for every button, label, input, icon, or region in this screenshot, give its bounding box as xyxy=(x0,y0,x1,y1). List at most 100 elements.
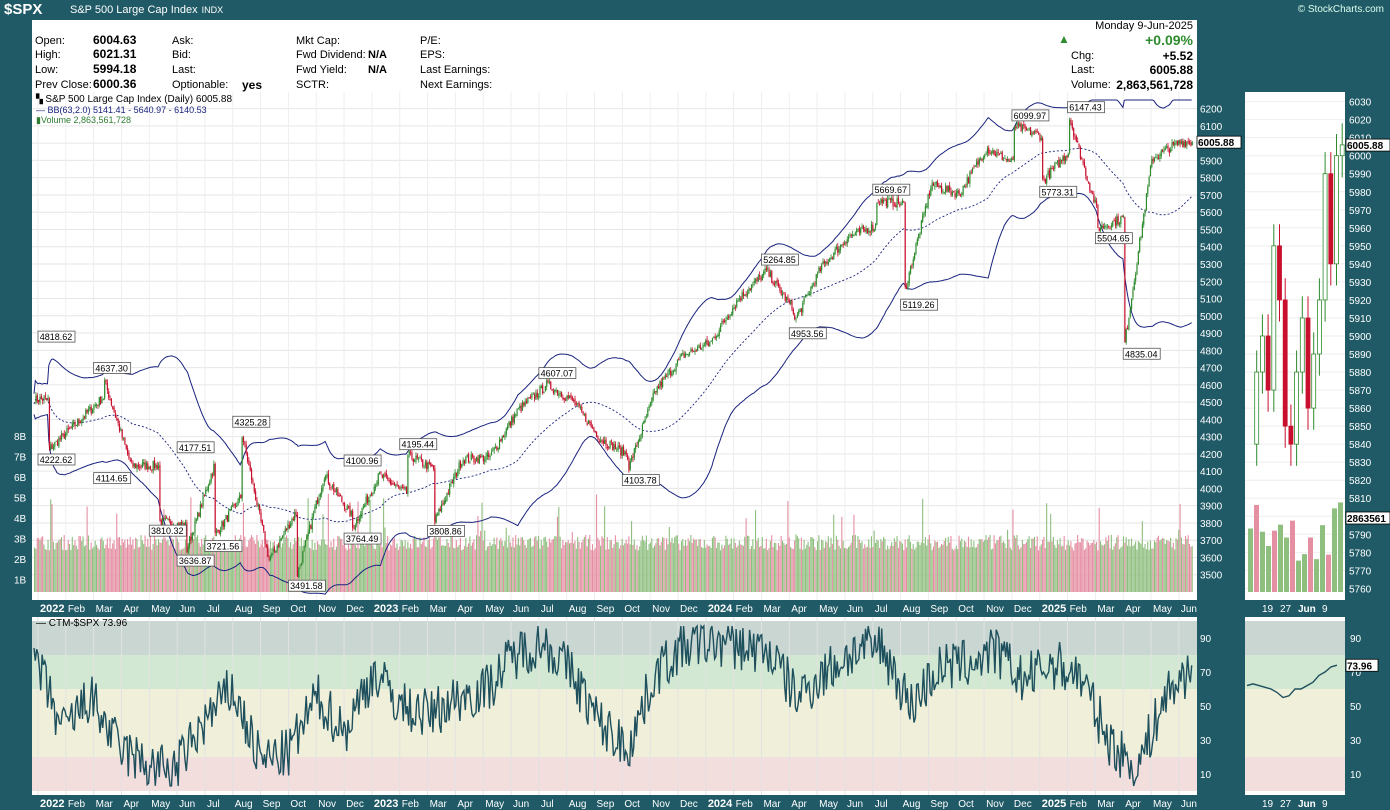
candle-body xyxy=(122,438,125,440)
volume-tick-label: 6B xyxy=(14,473,27,484)
candle-body xyxy=(87,409,90,412)
candle-body xyxy=(562,397,564,399)
candle-body xyxy=(664,374,666,378)
volume-bar xyxy=(740,544,742,592)
fwd-dividend-value: N/A xyxy=(368,49,387,61)
volume-bar xyxy=(269,541,271,592)
volume-bar xyxy=(857,535,859,592)
candle-body xyxy=(1052,167,1055,169)
price-panel[interactable]: 4818.62 4222.62 4114.65 4637.30 4177.51 3810.… xyxy=(32,92,1197,600)
candle-body xyxy=(760,277,762,281)
candle-body xyxy=(626,455,629,460)
line-icon: — xyxy=(36,618,49,629)
candle-body xyxy=(815,274,817,285)
volume-bar xyxy=(883,536,885,592)
zoom-volume-bar xyxy=(1308,537,1313,592)
volume-bar xyxy=(877,540,879,592)
candle-body xyxy=(304,540,307,547)
candle-body xyxy=(1126,328,1129,330)
candle-body xyxy=(676,359,679,365)
candle-body xyxy=(38,400,40,403)
zoom-panel[interactable] xyxy=(1245,92,1345,600)
candle-body xyxy=(900,203,902,205)
volume-bar xyxy=(868,539,870,592)
volume-bar xyxy=(1005,547,1007,592)
candle-body xyxy=(554,389,556,393)
candle-body xyxy=(550,381,552,390)
candle-body xyxy=(1004,157,1006,159)
ctm-chart[interactable] xyxy=(32,617,1197,795)
ctm-panel[interactable]: — CTM-$SPX 73.96 xyxy=(32,617,1197,795)
volume-bar xyxy=(218,542,220,592)
month-label: 2022 xyxy=(40,603,64,615)
price-tick-label: 4400 xyxy=(1200,415,1223,426)
volume-bar xyxy=(230,543,232,592)
candle-body xyxy=(374,486,377,488)
candle-body xyxy=(598,440,600,442)
candle-body xyxy=(567,395,569,399)
candle-body xyxy=(273,548,276,551)
volume-bar xyxy=(58,540,60,592)
candle-body xyxy=(570,394,572,398)
volume-bar xyxy=(125,547,127,592)
quote-panel: Open: 6004.63 High: 6021.31 Low: 5994.18… xyxy=(32,20,1197,92)
candle-body xyxy=(1050,167,1052,178)
zoom-tick-label: 5930 xyxy=(1349,278,1372,289)
volume-bar xyxy=(349,548,351,592)
zoom-candle-body xyxy=(1254,371,1260,445)
candle-body xyxy=(515,414,517,416)
volume-bar xyxy=(675,535,677,592)
candle-body xyxy=(1093,193,1095,203)
candle-body xyxy=(1157,157,1160,159)
price-tick-label: 4300 xyxy=(1200,433,1223,444)
volume-bar xyxy=(632,545,634,592)
candle-body xyxy=(381,474,383,478)
volume-bar xyxy=(168,545,170,592)
volume-bar xyxy=(1179,503,1181,592)
volume-bar xyxy=(422,541,424,592)
candle-body xyxy=(559,393,561,395)
volume-bar xyxy=(110,548,112,592)
volume-bar xyxy=(121,538,123,592)
candle-body xyxy=(303,545,305,551)
volume-bar xyxy=(847,547,850,592)
candle-body xyxy=(1081,157,1083,160)
candle-body xyxy=(736,300,738,307)
candle-body xyxy=(1102,225,1104,229)
month-label: Apr xyxy=(791,799,807,810)
volume-bar xyxy=(488,546,490,592)
ticker-symbol[interactable]: $SPX xyxy=(4,1,43,18)
volume-bar xyxy=(621,538,623,592)
month-label: Jun xyxy=(847,799,863,810)
zoom-candle-body xyxy=(1277,245,1282,301)
zoom-volume-bar xyxy=(1284,537,1289,592)
candle-body xyxy=(874,224,877,228)
volume-bar xyxy=(242,502,244,592)
candle-body xyxy=(857,228,859,230)
volume-bar xyxy=(524,544,526,592)
candle-body xyxy=(67,428,69,430)
price-chart[interactable]: 4818.624222.624114.654637.304177.513810.… xyxy=(32,92,1197,600)
volume-bar xyxy=(671,537,673,592)
candle-body xyxy=(1086,176,1088,181)
zoom-tick-label: 5860 xyxy=(1349,404,1372,415)
candle-body xyxy=(971,167,974,172)
volume-bar xyxy=(714,537,716,592)
volume-bar xyxy=(1183,544,1185,592)
volume-bar xyxy=(653,545,656,592)
zoom-chart[interactable] xyxy=(1245,92,1345,600)
candle-body xyxy=(1168,149,1170,154)
ctm-zoom-panel[interactable] xyxy=(1245,617,1345,795)
month-label: Jun xyxy=(1181,604,1197,615)
candle-body xyxy=(1058,159,1060,168)
volume-bar xyxy=(1155,542,1157,592)
volume-bar xyxy=(36,538,38,592)
volume-bar xyxy=(804,548,806,592)
price-tick-label: 5900 xyxy=(1200,156,1223,167)
volume-bar xyxy=(507,547,509,592)
volume-bar xyxy=(938,548,940,592)
ctm-zoom-chart[interactable] xyxy=(1245,617,1345,795)
candle-body xyxy=(326,474,328,477)
volume-bar xyxy=(602,538,604,592)
volume-bar xyxy=(500,538,502,592)
